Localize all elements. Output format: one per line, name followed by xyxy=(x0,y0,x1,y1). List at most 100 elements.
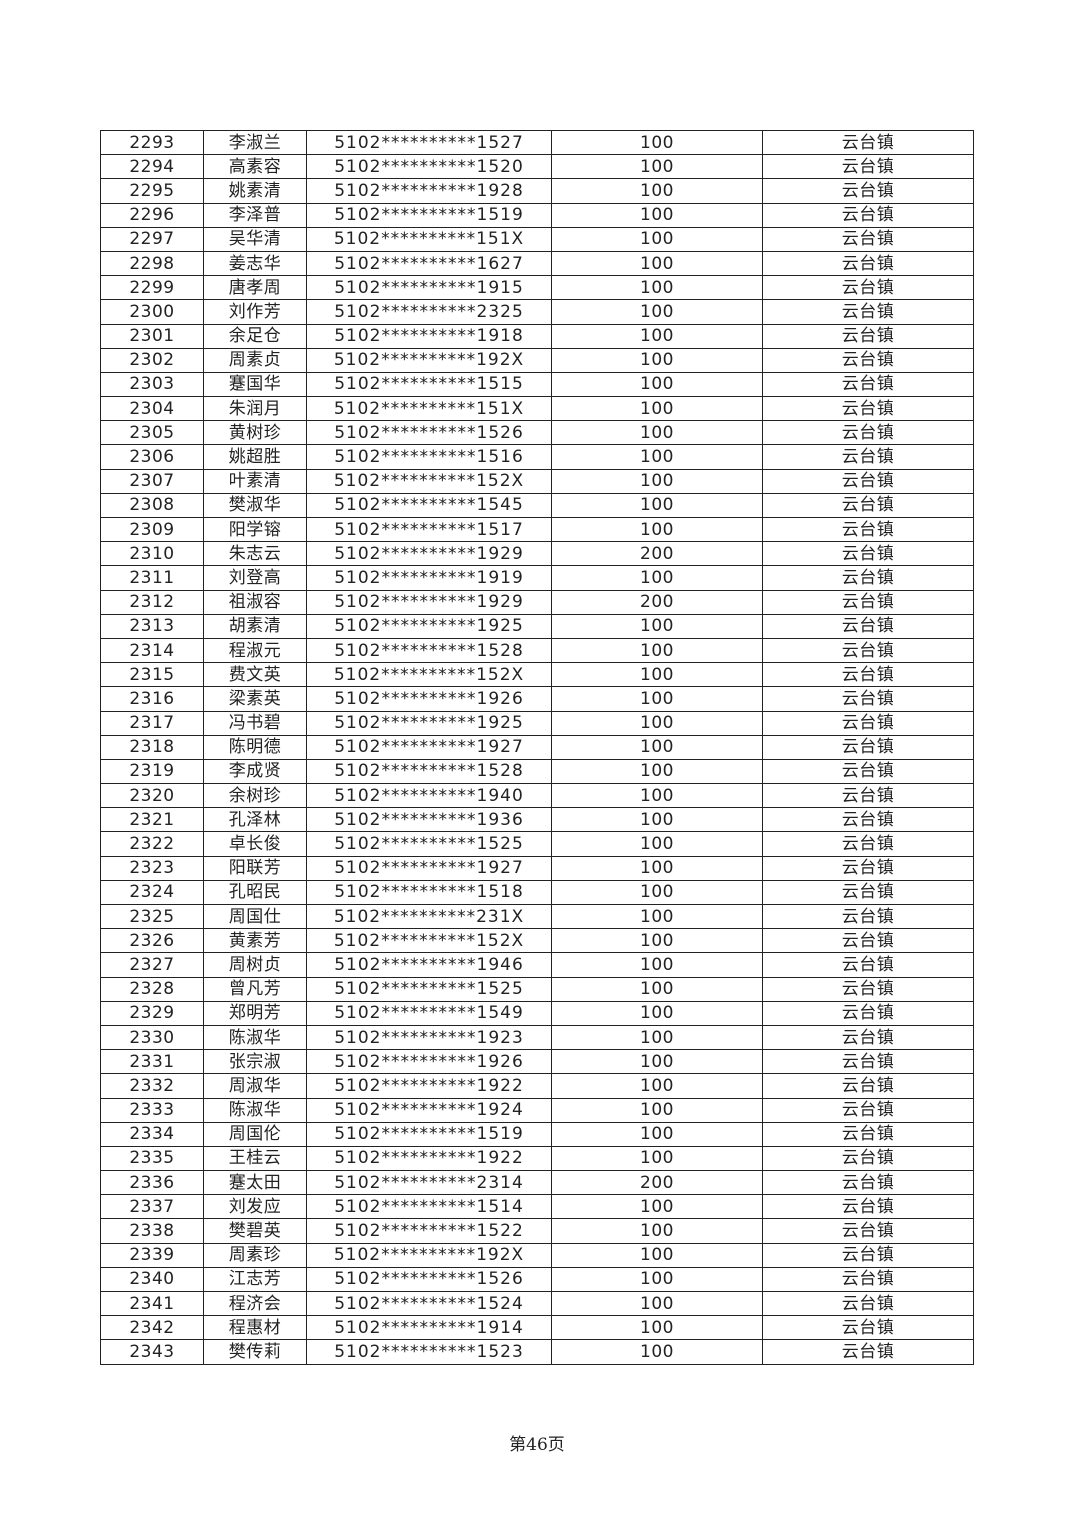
id-number: 5102**********1527 xyxy=(306,129,552,156)
person-name: 刘登高 xyxy=(203,565,307,591)
row-number: 2343 xyxy=(100,1339,204,1365)
row-number: 2306 xyxy=(100,444,204,470)
person-name: 樊传莉 xyxy=(203,1339,307,1365)
id-number: 5102**********1919 xyxy=(306,565,552,591)
town: 云台镇 xyxy=(762,541,974,567)
id-number: 5102**********152X xyxy=(306,468,552,494)
town: 云台镇 xyxy=(762,444,974,470)
person-name: 孔泽林 xyxy=(203,807,307,833)
table-row: 2296 李泽普 5102**********1519 100 云台镇 xyxy=(100,202,974,228)
person-name: 朱润月 xyxy=(203,396,307,422)
town: 云台镇 xyxy=(762,1194,974,1220)
row-number: 2319 xyxy=(100,758,204,785)
amount: 100 xyxy=(551,1339,763,1365)
town: 云台镇 xyxy=(762,1097,974,1123)
amount: 100 xyxy=(551,347,763,373)
id-number: 5102**********2325 xyxy=(306,299,552,325)
town: 云台镇 xyxy=(762,903,974,930)
town: 云台镇 xyxy=(762,1049,974,1075)
row-number: 2298 xyxy=(100,250,204,277)
row-number: 2311 xyxy=(100,565,204,591)
amount: 100 xyxy=(551,250,763,277)
table-row: 2328 曾凡芳 5102**********1525 100 云台镇 xyxy=(100,976,974,1002)
person-name: 程惠材 xyxy=(203,1315,307,1341)
person-name: 阳联芳 xyxy=(203,855,307,881)
amount: 100 xyxy=(551,516,763,543)
town: 云台镇 xyxy=(762,396,974,422)
row-number: 2301 xyxy=(100,323,204,349)
id-number: 5102**********1940 xyxy=(306,783,552,809)
row-number: 2341 xyxy=(100,1290,204,1317)
table-row: 2335 王桂云 5102**********1922 100 云台镇 xyxy=(100,1145,974,1172)
table-row: 2306 姚超胜 5102**********1516 100 云台镇 xyxy=(100,444,974,470)
amount: 100 xyxy=(551,855,763,881)
town: 云台镇 xyxy=(762,154,974,180)
amount: 100 xyxy=(551,1194,763,1220)
row-number: 2330 xyxy=(100,1024,204,1051)
table-row: 2336 蹇太田 5102**********2314 200 云台镇 xyxy=(100,1170,974,1196)
table-row: 2322 卓长俊 5102**********1525 100 云台镇 xyxy=(100,831,974,857)
table-row: 2301 余足仓 5102**********1918 100 云台镇 xyxy=(100,323,974,349)
table-row: 2341 程济会 5102**********1524 100 云台镇 xyxy=(100,1290,974,1317)
row-number: 2331 xyxy=(100,1049,204,1075)
table-row: 2318 陈明德 5102**********1927 100 云台镇 xyxy=(100,734,974,760)
id-number: 5102**********1526 xyxy=(306,420,552,446)
id-number: 5102**********1926 xyxy=(306,1049,552,1075)
amount: 100 xyxy=(551,371,763,398)
amount: 100 xyxy=(551,154,763,180)
table-row: 2300 刘作芳 5102**********2325 100 云台镇 xyxy=(100,299,974,325)
table-row: 2321 孔泽林 5102**********1936 100 云台镇 xyxy=(100,807,974,833)
amount: 100 xyxy=(551,1242,763,1268)
person-name: 周素贞 xyxy=(203,347,307,373)
row-number: 2329 xyxy=(100,1000,204,1026)
person-name: 叶素清 xyxy=(203,468,307,494)
amount: 100 xyxy=(551,1315,763,1341)
town: 云台镇 xyxy=(762,1242,974,1268)
table-row: 2326 黄素芳 5102**********152X 100 云台镇 xyxy=(100,928,974,954)
person-name: 费文英 xyxy=(203,662,307,688)
amount: 100 xyxy=(551,178,763,204)
amount: 100 xyxy=(551,299,763,325)
table-row: 2302 周素贞 5102**********192X 100 云台镇 xyxy=(100,347,974,373)
town: 云台镇 xyxy=(762,783,974,809)
town: 云台镇 xyxy=(762,686,974,712)
id-number: 5102**********152X xyxy=(306,928,552,954)
person-name: 张宗淑 xyxy=(203,1049,307,1075)
amount: 200 xyxy=(551,541,763,567)
id-number: 5102**********1516 xyxy=(306,444,552,470)
id-number: 5102**********1926 xyxy=(306,686,552,712)
row-number: 2325 xyxy=(100,903,204,930)
row-number: 2293 xyxy=(100,129,204,156)
id-number: 5102**********1927 xyxy=(306,734,552,760)
town: 云台镇 xyxy=(762,758,974,785)
amount: 100 xyxy=(551,1121,763,1147)
row-number: 2336 xyxy=(100,1170,204,1196)
person-name: 胡素清 xyxy=(203,613,307,639)
amount: 100 xyxy=(551,1024,763,1051)
town: 云台镇 xyxy=(762,275,974,301)
table-row: 2329 郑明芳 5102**********1549 100 云台镇 xyxy=(100,1000,974,1026)
row-number: 2304 xyxy=(100,396,204,422)
town: 云台镇 xyxy=(762,1170,974,1196)
town: 云台镇 xyxy=(762,178,974,204)
table-row: 2330 陈淑华 5102**********1923 100 云台镇 xyxy=(100,1024,974,1051)
amount: 100 xyxy=(551,323,763,349)
town: 云台镇 xyxy=(762,1218,974,1244)
row-number: 2308 xyxy=(100,492,204,519)
amount: 100 xyxy=(551,129,763,156)
town: 云台镇 xyxy=(762,1073,974,1099)
table-row: 2299 唐孝周 5102**********1915 100 云台镇 xyxy=(100,275,974,301)
id-number: 5102**********1518 xyxy=(306,879,552,906)
id-number: 5102**********1523 xyxy=(306,1339,552,1365)
row-number: 2305 xyxy=(100,420,204,446)
recipient-table: 2293 李淑兰 5102**********1527 100 云台镇 2294 高素容 51… xyxy=(100,129,974,1365)
person-name: 卓长俊 xyxy=(203,831,307,857)
id-number: 5102**********1918 xyxy=(306,323,552,349)
id-number: 5102**********1528 xyxy=(306,637,552,664)
person-name: 刘作芳 xyxy=(203,299,307,325)
person-name: 程淑元 xyxy=(203,637,307,664)
person-name: 程济会 xyxy=(203,1290,307,1317)
row-number: 2333 xyxy=(100,1097,204,1123)
amount: 100 xyxy=(551,903,763,930)
town: 云台镇 xyxy=(762,1290,974,1317)
